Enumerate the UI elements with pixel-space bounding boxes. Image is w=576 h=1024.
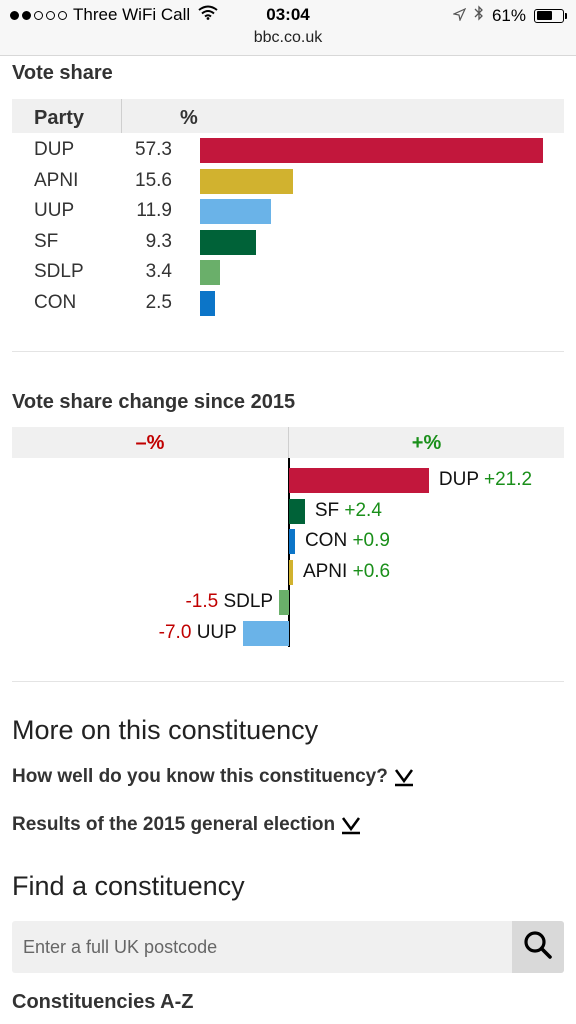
link-label: How well do you know this constituency? (12, 766, 388, 787)
party-name: APNI (302, 560, 348, 582)
expand-chevron-icon (394, 767, 414, 787)
find-heading: Find a constituency (12, 871, 245, 901)
vote-percent: 11.9 (136, 200, 172, 222)
more-heading: More on this constituency (12, 715, 319, 745)
vote-share-bar (200, 138, 543, 163)
party-name: APNI (34, 169, 79, 191)
vote-percent: 57.3 (135, 139, 172, 160)
vote-share-row: UUP 11.9 (12, 197, 564, 228)
search-button[interactable] (512, 921, 564, 973)
percent-column-header: % (180, 107, 198, 129)
postcode-input[interactable] (12, 921, 512, 973)
change-bar (289, 559, 293, 585)
battery-percent: 61% (491, 5, 526, 25)
section-divider (12, 681, 564, 682)
carrier-name: Three WiFi Call (73, 5, 191, 24)
battery-level (536, 11, 552, 20)
signal-dot (46, 10, 55, 20)
party-column-header: Party (34, 107, 85, 129)
party-name: SF (314, 499, 340, 521)
vote-share-row: DUP 57.3 (12, 136, 564, 167)
vote-percent: 2.5 (145, 291, 172, 313)
signal-strength-icon (10, 10, 67, 20)
section-divider (12, 351, 564, 352)
vote-share-bar (200, 290, 215, 316)
signal-dot (34, 10, 43, 20)
change-bar (289, 498, 305, 524)
vote-share-bar (200, 199, 272, 225)
party-name: CON (34, 291, 77, 313)
vote-share-heading: Vote share (12, 62, 113, 84)
vote-percent: 3.4 (145, 261, 172, 283)
search-icon (523, 930, 553, 965)
party-name: SDLP (34, 261, 84, 283)
vote-share-row: CON 2.5 (12, 289, 564, 320)
change-label: DUP +21.2 (439, 469, 532, 491)
change-value: -1.5 (185, 591, 219, 613)
gain-column-header: +% (411, 432, 442, 454)
change-label: CON +0.9 (305, 530, 390, 552)
vote-change-heading: Vote share change since 2015 (12, 391, 296, 413)
change-bar (289, 529, 295, 555)
vote-share-bar (200, 229, 256, 255)
url-bar[interactable]: bbc.co.uk (253, 29, 323, 46)
signal-dot (22, 10, 31, 20)
vote-percent: 15.6 (135, 169, 172, 191)
location-arrow-icon (452, 6, 467, 26)
change-label: SF +2.4 (315, 500, 382, 522)
vote-percent: 9.3 (145, 230, 172, 252)
change-value: +0.9 (352, 530, 390, 552)
party-name: UUP (196, 622, 237, 643)
constituencies-az-link[interactable]: Constituencies A-Z (12, 991, 194, 1013)
status-bar: Three WiFi Call 03:04 bbc.co.uk 61% (0, 0, 576, 56)
party-name: SF (34, 230, 59, 252)
change-label: APNI +0.6 (303, 561, 390, 583)
vote-share-table-header: Party % (12, 99, 564, 133)
clock: 03:04 (266, 5, 310, 24)
loss-column-header: –% (135, 432, 165, 454)
vote-share-row: APNI 15.6 (12, 167, 564, 198)
party-name: UUP (34, 200, 75, 222)
vote-share-row: SDLP 3.4 (12, 258, 564, 289)
change-value: +21.2 (483, 469, 533, 490)
party-name: DUP (34, 139, 75, 160)
results-2015-link[interactable]: Results of the 2015 general election (12, 814, 361, 836)
link-label: Results of the 2015 general election (12, 814, 336, 835)
expand-chevron-icon (341, 815, 361, 835)
change-value: +0.6 (352, 560, 391, 582)
know-constituency-link[interactable]: How well do you know this constituency? (12, 766, 414, 788)
postcode-search (12, 921, 564, 973)
status-icons: 61% (452, 5, 567, 26)
party-name: DUP (438, 469, 479, 490)
bluetooth-icon (474, 5, 484, 26)
wifi-icon (198, 5, 218, 25)
signal-dot (58, 10, 67, 20)
change-value: +2.4 (344, 499, 382, 521)
change-label: -7.0 UUP (159, 622, 237, 644)
change-label: -1.5 SDLP (185, 591, 273, 613)
change-value: -7.0 (158, 622, 192, 643)
change-bar (289, 468, 429, 493)
party-name: CON (304, 530, 348, 552)
vote-change-header: –% +% (12, 427, 564, 458)
party-name: SDLP (223, 591, 274, 613)
vote-share-bar (200, 260, 221, 286)
battery-icon (534, 8, 567, 23)
signal-dot (10, 10, 19, 20)
column-separator (288, 427, 289, 458)
change-bar (242, 621, 289, 646)
vote-share-bar (200, 168, 294, 194)
vote-share-row: SF 9.3 (12, 228, 564, 259)
carrier-info: Three WiFi Call (10, 5, 218, 25)
vote-share-table: DUP 57.3 APNI 15.6 UUP 11.9 SF 9.3 SDLP 3.4 CON 2.5 (12, 136, 564, 320)
column-separator (121, 99, 122, 133)
change-bar (279, 590, 289, 616)
